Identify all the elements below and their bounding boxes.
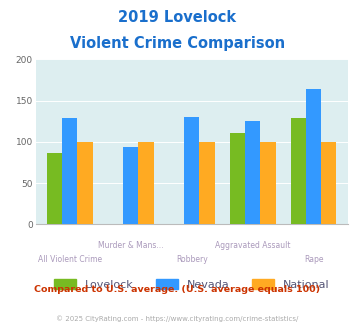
Text: Rape: Rape bbox=[304, 255, 323, 264]
Text: Violent Crime Comparison: Violent Crime Comparison bbox=[70, 36, 285, 51]
Bar bbox=[62, 118, 77, 224]
Text: Robbery: Robbery bbox=[176, 255, 208, 264]
Bar bbox=[47, 152, 62, 224]
Bar bbox=[291, 118, 306, 224]
Legend: Lovelock, Nevada, National: Lovelock, Nevada, National bbox=[54, 280, 330, 290]
Text: Compared to U.S. average. (U.S. average equals 100): Compared to U.S. average. (U.S. average … bbox=[34, 285, 321, 294]
Bar bbox=[199, 142, 214, 224]
Text: 2019 Lovelock: 2019 Lovelock bbox=[119, 10, 236, 25]
Bar bbox=[260, 142, 275, 224]
Bar bbox=[123, 147, 138, 224]
Bar bbox=[306, 89, 321, 224]
Bar bbox=[77, 142, 93, 224]
Bar bbox=[138, 142, 154, 224]
Text: Murder & Mans...: Murder & Mans... bbox=[98, 241, 164, 250]
Bar bbox=[184, 117, 199, 224]
Text: Aggravated Assault: Aggravated Assault bbox=[215, 241, 290, 250]
Text: © 2025 CityRating.com - https://www.cityrating.com/crime-statistics/: © 2025 CityRating.com - https://www.city… bbox=[56, 315, 299, 322]
Bar bbox=[230, 133, 245, 224]
Text: All Violent Crime: All Violent Crime bbox=[38, 255, 102, 264]
Bar bbox=[245, 121, 260, 224]
Bar bbox=[321, 142, 337, 224]
